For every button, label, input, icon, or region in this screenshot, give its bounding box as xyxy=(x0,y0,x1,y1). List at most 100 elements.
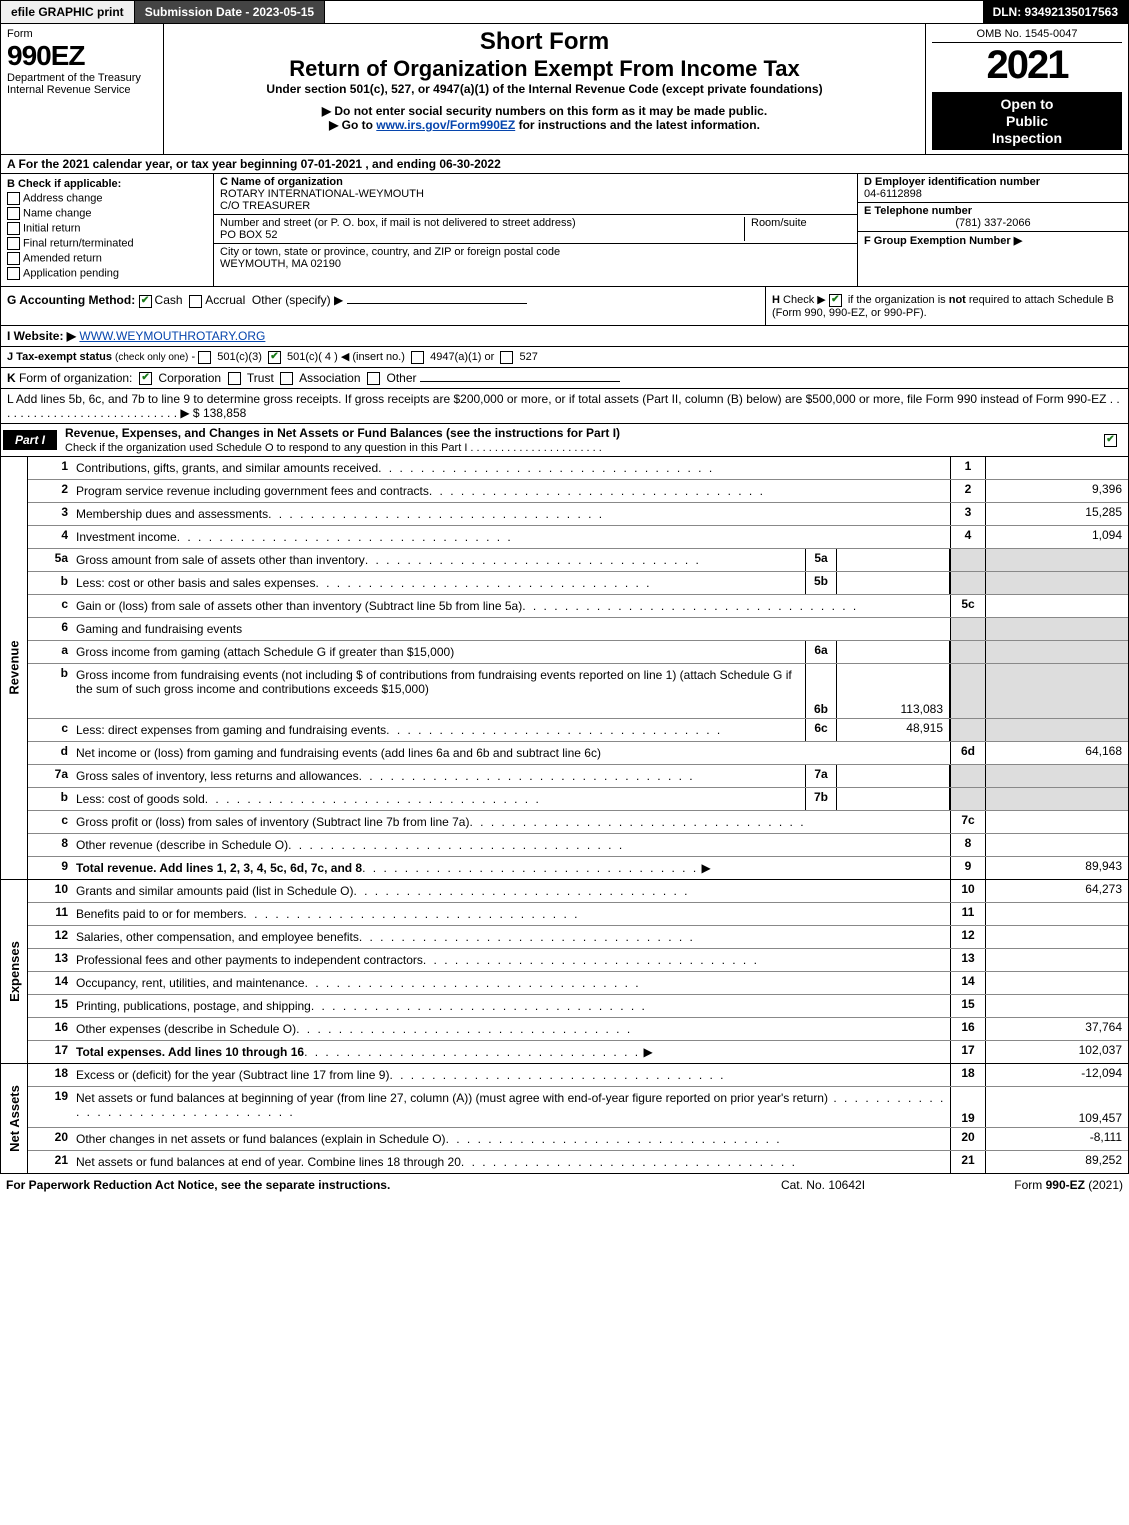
ein-value: 04-6112898 xyxy=(864,188,922,200)
section-c: C Name of organization ROTARY INTERNATIO… xyxy=(214,174,858,286)
g-label: G Accounting Method: xyxy=(7,293,135,307)
form-number: 990EZ xyxy=(7,40,157,72)
line-7b: b Less: cost of goods sold 7b xyxy=(28,788,1128,811)
expenses-sidelabel: Expenses xyxy=(1,880,28,1063)
section-j: J Tax-exempt status (check only one) - 5… xyxy=(0,347,1129,368)
i-label: I Website: ▶ xyxy=(7,329,76,343)
footer-mid: Cat. No. 10642I xyxy=(723,1178,923,1192)
cb-final-return[interactable]: Final return/terminated xyxy=(7,237,207,250)
section-a: A For the 2021 calendar year, or tax yea… xyxy=(0,155,1129,174)
line-7a: 7a Gross sales of inventory, less return… xyxy=(28,765,1128,788)
efile-print-button[interactable]: efile GRAPHIC print xyxy=(1,1,135,23)
title-return: Return of Organization Exempt From Incom… xyxy=(170,56,919,82)
org-co: C/O TREASURER xyxy=(220,200,310,212)
netassets-block: Net Assets 18 Excess or (deficit) for th… xyxy=(0,1064,1129,1174)
line-2: 2 Program service revenue including gove… xyxy=(28,480,1128,503)
part1-tab: Part I xyxy=(3,430,57,450)
form-word: Form xyxy=(7,28,157,40)
section-h: H Check ▶ if the organization is not req… xyxy=(765,287,1128,325)
line-20: 20 Other changes in net assets or fund b… xyxy=(28,1128,1128,1151)
cb-trust[interactable] xyxy=(228,372,241,385)
instr-goto: ▶ Go to www.irs.gov/Form990EZ for instru… xyxy=(170,118,919,132)
form-header: Form 990EZ Department of the Treasury In… xyxy=(0,24,1129,155)
cb-501c[interactable] xyxy=(268,351,281,364)
cb-cash[interactable] xyxy=(139,295,152,308)
cb-accrual[interactable] xyxy=(189,295,202,308)
top-bar: efile GRAPHIC print Submission Date - 20… xyxy=(0,0,1129,24)
line-14: 14 Occupancy, rent, utilities, and maint… xyxy=(28,972,1128,995)
title-short-form: Short Form xyxy=(170,28,919,56)
line-15: 15 Printing, publications, postage, and … xyxy=(28,995,1128,1018)
cb-corporation[interactable] xyxy=(139,372,152,385)
dept-label: Department of the Treasury xyxy=(7,72,157,84)
part1-note: Check if the organization used Schedule … xyxy=(65,442,602,454)
block-bcdef: B Check if applicable: Address change Na… xyxy=(0,174,1129,287)
irs-label: Internal Revenue Service xyxy=(7,84,157,96)
submission-date-button[interactable]: Submission Date - 2023-05-15 xyxy=(135,1,325,23)
tax-year: 2021 xyxy=(932,43,1122,88)
website-link[interactable]: WWW.WEYMOUTHROTARY.ORG xyxy=(79,329,265,343)
cb-amended-return[interactable]: Amended return xyxy=(7,252,207,265)
footer-left: For Paperwork Reduction Act Notice, see … xyxy=(6,1178,723,1192)
cb-name-change[interactable]: Name change xyxy=(7,207,207,220)
part1-header: Part I Revenue, Expenses, and Changes in… xyxy=(0,424,1129,457)
line-9: 9 Total revenue. Add lines 1, 2, 3, 4, 5… xyxy=(28,857,1128,879)
line-6c: c Less: direct expenses from gaming and … xyxy=(28,719,1128,742)
line-6b: b Gross income from fundraising events (… xyxy=(28,664,1128,719)
line-12: 12 Salaries, other compensation, and emp… xyxy=(28,926,1128,949)
d-label: D Employer identification number xyxy=(864,176,1040,188)
room-label: Room/suite xyxy=(751,217,807,229)
irs-link[interactable]: www.irs.gov/Form990EZ xyxy=(376,118,515,132)
line-11: 11 Benefits paid to or for members 11 xyxy=(28,903,1128,926)
street-value: PO BOX 52 xyxy=(220,229,277,241)
open-to-public-box: Open to Public Inspection xyxy=(932,92,1122,150)
part1-checkbox[interactable] xyxy=(1104,433,1128,447)
revenue-block: Revenue 1 Contributions, gifts, grants, … xyxy=(0,457,1129,880)
line-6a: a Gross income from gaming (attach Sched… xyxy=(28,641,1128,664)
g-accrual: Accrual xyxy=(205,293,245,307)
cb-schedule-b[interactable] xyxy=(829,294,842,307)
line-17: 17 Total expenses. Add lines 10 through … xyxy=(28,1041,1128,1063)
cb-4947[interactable] xyxy=(411,351,424,364)
netassets-sidelabel: Net Assets xyxy=(1,1064,28,1173)
k-other-blank xyxy=(420,381,620,382)
subtitle: Under section 501(c), 527, or 4947(a)(1)… xyxy=(170,82,919,96)
line-1: 1 Contributions, gifts, grants, and simi… xyxy=(28,457,1128,480)
line-21: 21 Net assets or fund balances at end of… xyxy=(28,1151,1128,1173)
cb-application-pending[interactable]: Application pending xyxy=(7,267,207,280)
instr-no-ssn: ▶ Do not enter social security numbers o… xyxy=(170,104,919,118)
line-18: 18 Excess or (deficit) for the year (Sub… xyxy=(28,1064,1128,1087)
revenue-sidelabel: Revenue xyxy=(1,457,28,879)
phone-value: (781) 337-2066 xyxy=(864,217,1122,229)
dln-label: DLN: 93492135017563 xyxy=(983,1,1128,23)
header-mid: Short Form Return of Organization Exempt… xyxy=(164,24,925,154)
e-label: E Telephone number xyxy=(864,205,972,217)
header-left: Form 990EZ Department of the Treasury In… xyxy=(1,24,164,154)
footer-right: Form 990-EZ (2021) xyxy=(923,1178,1123,1192)
open-line1: Open to xyxy=(936,96,1118,113)
expenses-block: Expenses 10 Grants and similar amounts p… xyxy=(0,880,1129,1064)
line-19: 19 Net assets or fund balances at beginn… xyxy=(28,1087,1128,1128)
cb-527[interactable] xyxy=(500,351,513,364)
city-label: City or town, state or province, country… xyxy=(220,246,560,258)
line-5c: c Gain or (loss) from sale of assets oth… xyxy=(28,595,1128,618)
c-name-label: C Name of organization xyxy=(220,176,343,188)
city-value: WEYMOUTH, MA 02190 xyxy=(220,258,341,270)
line-4: 4 Investment income 4 1,094 xyxy=(28,526,1128,549)
g-cash: Cash xyxy=(155,293,183,307)
section-b-title: B Check if applicable: xyxy=(7,178,207,190)
block-gh: G Accounting Method: Cash Accrual Other … xyxy=(0,287,1129,326)
line-8: 8 Other revenue (describe in Schedule O)… xyxy=(28,834,1128,857)
line-16: 16 Other expenses (describe in Schedule … xyxy=(28,1018,1128,1041)
g-other-blank xyxy=(347,303,527,304)
cb-other-org[interactable] xyxy=(367,372,380,385)
g-other: Other (specify) ▶ xyxy=(252,293,343,307)
line-7c: c Gross profit or (loss) from sales of i… xyxy=(28,811,1128,834)
line-3: 3 Membership dues and assessments 3 15,2… xyxy=(28,503,1128,526)
cb-501c3[interactable] xyxy=(198,351,211,364)
cb-address-change[interactable]: Address change xyxy=(7,192,207,205)
cb-initial-return[interactable]: Initial return xyxy=(7,222,207,235)
cb-association[interactable] xyxy=(280,372,293,385)
topbar-spacer xyxy=(325,1,982,23)
section-b: B Check if applicable: Address change Na… xyxy=(1,174,214,286)
